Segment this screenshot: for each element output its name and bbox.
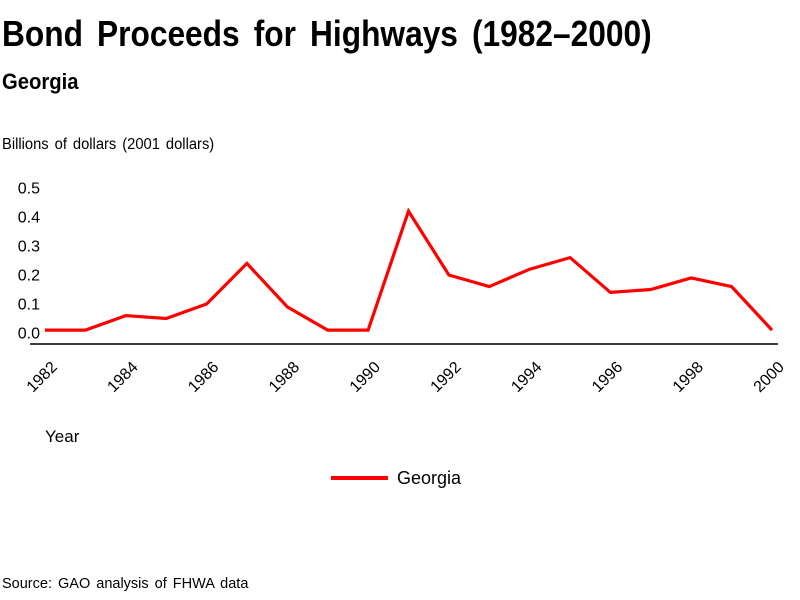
x-tick-label: 1998 — [670, 359, 707, 396]
x-tick-label: 1992 — [428, 359, 465, 396]
legend-line-swatch — [331, 476, 388, 480]
y-tick-label: 0.1 — [18, 297, 40, 314]
series-line-georgia — [45, 207, 774, 332]
x-tick-label: 1996 — [589, 359, 626, 396]
y-tick-label: 0.5 — [18, 181, 40, 198]
y-tick-label: 0.0 — [18, 326, 40, 343]
source-note: Source: GAO analysis of FHWA data — [2, 576, 249, 592]
page-subtitle: Georgia — [2, 69, 79, 94]
x-tick-label: 1986 — [185, 359, 222, 396]
x-tick-label: 1982 — [24, 359, 61, 396]
x-axis-title: Year — [45, 427, 80, 446]
x-tick-label: 1990 — [347, 359, 384, 396]
x-tick-label: 1984 — [104, 359, 141, 396]
legend: Georgia — [331, 468, 461, 488]
page-title: Bond Proceeds for Highways (1982–2000) — [2, 13, 652, 54]
y-tick-label: 0.2 — [18, 268, 40, 285]
x-tick-label: 2000 — [751, 359, 788, 396]
legend-label: Georgia — [397, 467, 462, 488]
y-tick-label: 0.3 — [18, 239, 40, 256]
x-tick-label: 1988 — [266, 359, 303, 396]
x-tick-label: 1994 — [508, 359, 545, 396]
y-axis-title: Billions of dollars (2001 dollars) — [2, 136, 215, 153]
y-tick-label: 0.4 — [18, 210, 40, 227]
